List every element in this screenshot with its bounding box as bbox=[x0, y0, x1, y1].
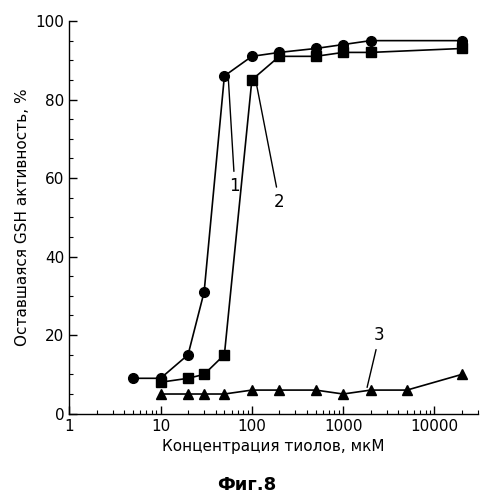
X-axis label: Концентрация тиолов, мкМ: Концентрация тиолов, мкМ bbox=[162, 439, 385, 454]
Text: Фиг.8: Фиг.8 bbox=[217, 476, 276, 494]
Text: 1: 1 bbox=[228, 79, 240, 195]
Y-axis label: Оставшаяся GSH активность, %: Оставшаяся GSH активность, % bbox=[15, 88, 30, 346]
Text: 3: 3 bbox=[367, 326, 385, 387]
Text: 2: 2 bbox=[256, 83, 284, 211]
